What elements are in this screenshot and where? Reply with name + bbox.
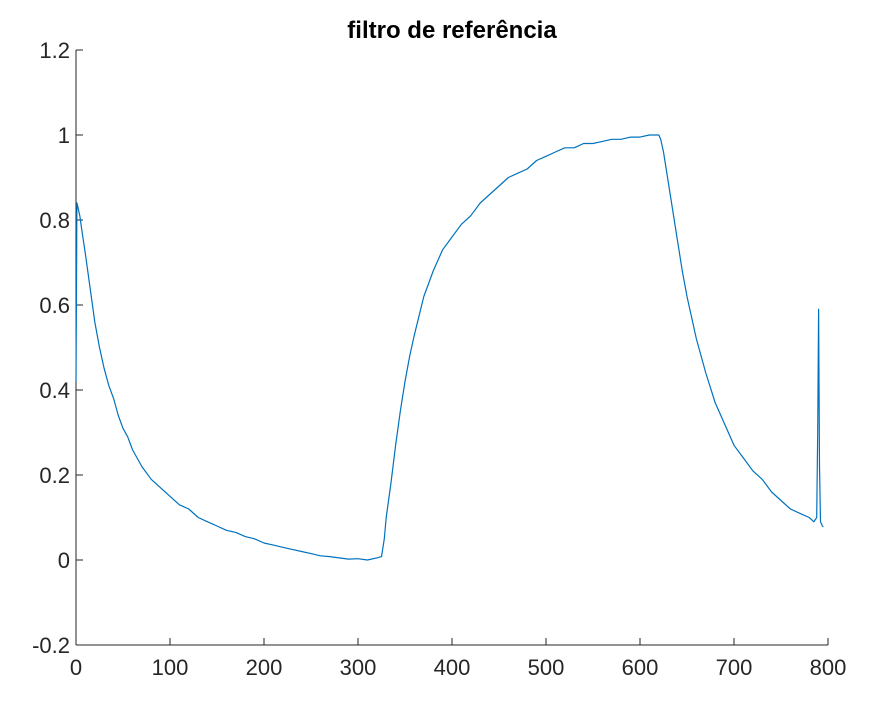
series-line (75, 134, 824, 561)
y-tick-label: 0.2 (39, 463, 70, 488)
y-tick-label: 1 (58, 123, 70, 148)
y-tick-label: 0.6 (39, 293, 70, 318)
y-tick-label: 1.2 (39, 38, 70, 63)
chart-title: filtro de referência (347, 17, 557, 44)
plot-area (75, 134, 824, 561)
x-tick-label: 700 (716, 655, 753, 680)
y-tick-label: 0.8 (39, 208, 70, 233)
x-tick-label: 0 (70, 655, 82, 680)
x-tick-label: 800 (810, 655, 847, 680)
y-tick-label: 0 (58, 548, 70, 573)
x-tick-label: 600 (622, 655, 659, 680)
x-tick-label: 300 (340, 655, 377, 680)
x-tick-label: 200 (246, 655, 283, 680)
axis-ticks: 0 100 200 300 400 500 600 700 800-0.200.20.40.60… (32, 38, 846, 680)
y-tick-label: -0.2 (32, 633, 70, 658)
x-tick-label: 400 (434, 655, 471, 680)
x-tick-label: 100 (152, 655, 189, 680)
y-tick-label: 0.4 (39, 378, 70, 403)
x-tick-label: 500 (528, 655, 565, 680)
